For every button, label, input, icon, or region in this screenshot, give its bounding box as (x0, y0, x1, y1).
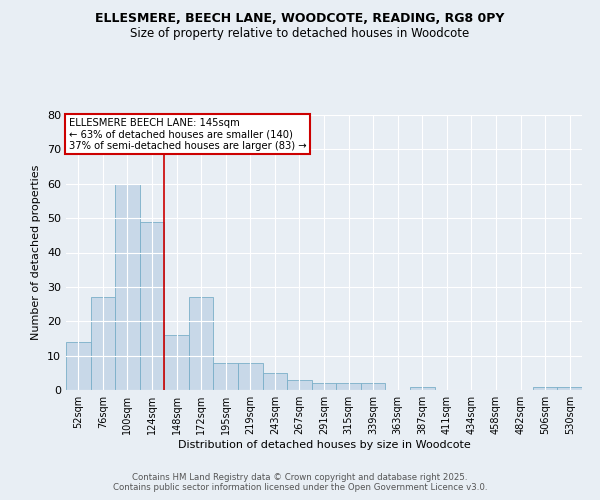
Bar (557, 386, 582, 390)
Bar (91, 297, 115, 390)
Text: ELLESMERE BEECH LANE: 145sqm
← 63% of detached houses are smaller (140)
37% of s: ELLESMERE BEECH LANE: 145sqm ← 63% of de… (68, 118, 306, 151)
Bar (263, 373, 287, 390)
Bar (312, 383, 336, 390)
Bar (140, 222, 164, 390)
Bar (66, 342, 91, 390)
X-axis label: Distribution of detached houses by size in Woodcote: Distribution of detached houses by size … (178, 440, 470, 450)
Y-axis label: Number of detached properties: Number of detached properties (31, 165, 41, 340)
Bar (533, 386, 557, 390)
Bar (214, 362, 238, 390)
Bar (410, 386, 434, 390)
Bar (287, 380, 312, 390)
Bar (189, 297, 214, 390)
Text: Size of property relative to detached houses in Woodcote: Size of property relative to detached ho… (130, 28, 470, 40)
Bar (361, 383, 385, 390)
Bar (336, 383, 361, 390)
Bar (115, 184, 140, 390)
Text: ELLESMERE, BEECH LANE, WOODCOTE, READING, RG8 0PY: ELLESMERE, BEECH LANE, WOODCOTE, READING… (95, 12, 505, 26)
Bar (164, 335, 189, 390)
Text: Contains HM Land Registry data © Crown copyright and database right 2025.
Contai: Contains HM Land Registry data © Crown c… (113, 473, 487, 492)
Bar (238, 362, 263, 390)
